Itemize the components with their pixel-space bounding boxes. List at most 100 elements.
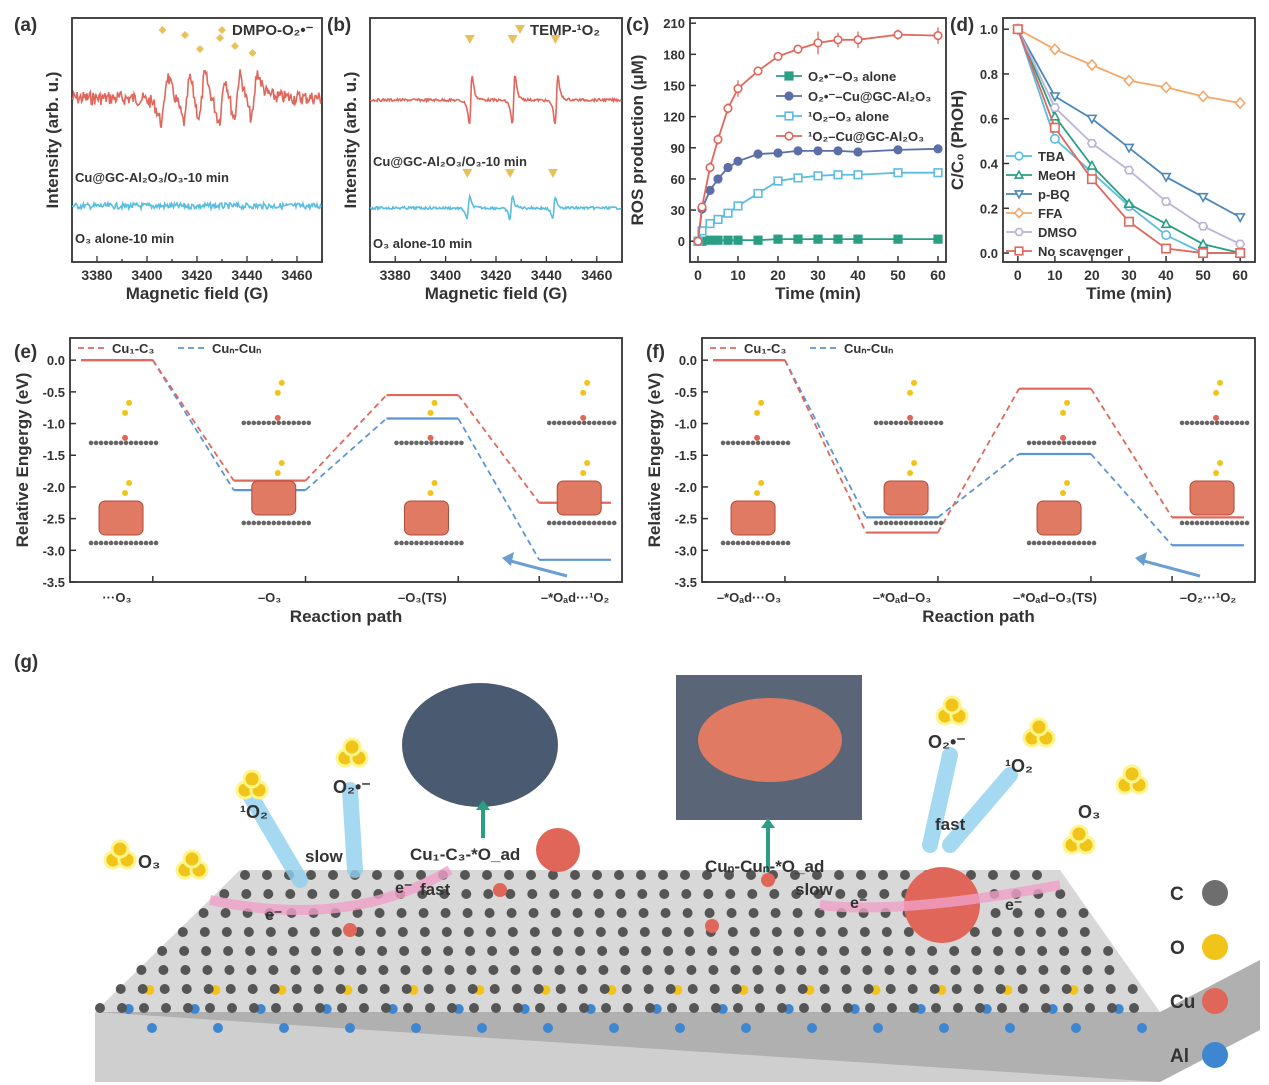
cu-cluster-icon — [536, 828, 580, 872]
carbon-atom-icon — [931, 1003, 941, 1013]
lattice-atom-icon — [477, 1023, 487, 1033]
carbon-atom-icon — [183, 1003, 193, 1013]
panel-label: (b) — [327, 15, 351, 36]
carbon-atom-icon — [1026, 540, 1032, 546]
arrow-icon — [1139, 558, 1201, 578]
carbon-atom-icon — [247, 984, 258, 994]
carbon-atom-icon — [227, 1003, 237, 1013]
carbon-atom-icon — [1056, 540, 1062, 546]
carbon-atom-icon — [1184, 420, 1190, 426]
carbon-atom-icon — [285, 889, 296, 899]
y-tick-label: -2.5 — [43, 512, 65, 527]
carbon-atom-icon — [913, 520, 919, 526]
carbon-atom-icon — [224, 965, 235, 975]
carbon-atom-icon — [561, 420, 567, 426]
carbon-atom-icon — [421, 946, 432, 956]
carbon-atom-icon — [616, 908, 627, 918]
carbon-atom-icon — [938, 420, 944, 426]
carbon-atom-icon — [928, 965, 939, 975]
carbon-atom-icon — [680, 870, 690, 880]
data-point — [1197, 238, 1209, 249]
carbon-atom-icon — [888, 420, 894, 426]
carbon-atom-icon — [243, 927, 254, 937]
carbon-atom-icon — [454, 540, 459, 546]
carbon-atom-icon — [750, 440, 756, 446]
data-point — [1123, 165, 1135, 175]
carbon-atom-icon — [269, 984, 280, 994]
carbon-atom-icon — [966, 870, 976, 880]
carbon-atom-icon — [1061, 984, 1072, 994]
y-tick-label: -0.5 — [43, 385, 65, 400]
carbon-atom-icon — [439, 440, 444, 446]
carbon-atom-icon — [878, 870, 888, 880]
carbon-atom-icon — [399, 540, 404, 546]
data-point — [1161, 230, 1172, 241]
carbon-atom-icon — [98, 440, 104, 446]
electron-label: e⁻ — [395, 880, 412, 897]
carbon-atom-icon — [1017, 984, 1028, 994]
carbon-atom-icon — [133, 540, 139, 546]
carbon-atom-icon — [733, 1003, 743, 1013]
carbon-atom-icon — [153, 440, 159, 446]
carbon-atom-icon — [586, 420, 592, 426]
carbon-atom-icon — [394, 540, 399, 546]
carbon-atom-icon — [256, 420, 262, 426]
x-tick-label: 60 — [1232, 267, 1248, 283]
carbon-atom-icon — [286, 520, 292, 526]
carbon-atom-icon — [893, 520, 899, 526]
series-line — [1017, 28, 1241, 104]
data-point — [705, 185, 715, 195]
carbon-atom-icon — [913, 420, 919, 426]
carbon-atom-icon — [1061, 540, 1067, 546]
carbon-atom-icon — [128, 440, 134, 446]
carbon-atom-icon — [139, 1003, 149, 1013]
peak-marker-diamond — [181, 31, 189, 39]
carbon-atom-icon — [724, 870, 734, 880]
carbon-atom-icon — [908, 520, 914, 526]
data-point — [1161, 243, 1172, 254]
carbon-atom-icon — [1079, 927, 1090, 937]
carbon-atom-icon — [667, 1003, 677, 1013]
carbon-atom-icon — [286, 420, 292, 426]
lattice-atom-icon — [147, 1023, 157, 1033]
y-tick-label: -1.5 — [675, 448, 697, 463]
carbon-atom-icon — [261, 520, 267, 526]
carbon-atom-icon — [1219, 420, 1225, 426]
carbon-atom-icon — [686, 965, 697, 975]
carbon-atom-icon — [133, 440, 139, 446]
carbon-atom-icon — [818, 965, 829, 975]
carbon-atom-icon — [355, 946, 366, 956]
carbon-atom-icon — [581, 520, 587, 526]
carbon-atom-icon — [1179, 420, 1185, 426]
carbon-atom-icon — [594, 908, 605, 918]
legend-label: p-BQ — [1038, 187, 1070, 202]
carbon-atom-icon — [735, 540, 741, 546]
carbon-atom-icon — [181, 984, 192, 994]
schematic-label: ¹O₂ — [240, 802, 268, 822]
carbon-atom-icon — [296, 420, 302, 426]
schematic-label: O₂•⁻ — [333, 777, 371, 797]
structure-illustrations — [720, 379, 1250, 546]
data-point — [723, 208, 733, 218]
oxygen-atom-icon — [122, 489, 129, 496]
carbon-atom-icon — [128, 540, 134, 546]
carbon-atom-icon — [256, 520, 262, 526]
energy-connector — [457, 394, 540, 504]
x-tick-label: 3420 — [480, 267, 511, 283]
x-tick-label: 30 — [1121, 267, 1137, 283]
x-axis-label: Time (min) — [1086, 284, 1172, 303]
y-tick-label: 0.6 — [980, 112, 998, 127]
carbon-atom-icon — [1194, 420, 1200, 426]
carbon-atom-icon — [596, 520, 602, 526]
spectrum-line — [369, 75, 622, 125]
carbon-atom-icon — [1244, 420, 1250, 426]
data-point — [1234, 213, 1246, 224]
carbon-atom-icon — [556, 520, 562, 526]
x-tick-label: 3440 — [531, 267, 562, 283]
carbon-atom-icon — [645, 1003, 655, 1013]
carbon-atom-icon — [735, 440, 741, 446]
oxygen-atom-icon — [754, 489, 761, 496]
data-point — [1160, 218, 1172, 229]
carbon-atom-icon — [1214, 420, 1220, 426]
